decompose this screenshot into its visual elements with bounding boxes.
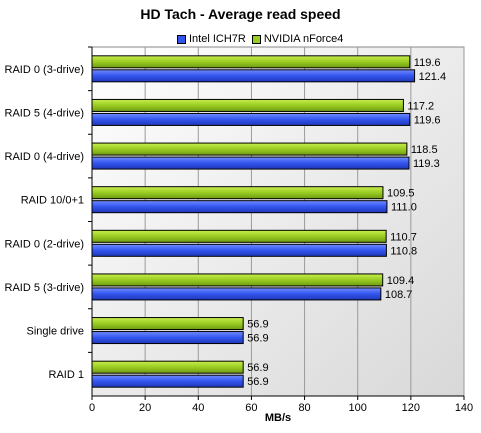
- bar-nvidia-nforce4-raid-0-2-drive: [91, 229, 387, 243]
- data-label-nvidia-nforce4-raid-10-0-1: 109.5: [387, 188, 415, 200]
- x-tick-label: 140: [455, 402, 473, 414]
- data-label-intel-ich7r-raid-0-3-drive: 121.4: [419, 71, 447, 83]
- bar-nvidia-nforce4-single-drive: [91, 317, 244, 331]
- bar-nvidia-nforce4-raid-10-0-1: [91, 186, 384, 200]
- category-label-single-drive: Single drive: [27, 326, 84, 338]
- x-tick-label: 20: [139, 402, 151, 414]
- category-label-raid-10-0-1: RAID 10/0+1: [21, 195, 84, 207]
- chart-title: HD Tach - Average read speed: [140, 6, 341, 22]
- x-axis-label: MB/s: [265, 412, 291, 424]
- data-label-intel-ich7r-single-drive: 56.9: [247, 333, 268, 345]
- bar-intel-ich7r-raid-0-4-drive: [91, 156, 410, 170]
- category-label-raid-0-2-drive: RAID 0 (2-drive): [5, 238, 84, 250]
- data-label-intel-ich7r-raid-0-4-drive: 119.3: [413, 158, 440, 170]
- data-label-nvidia-nforce4-single-drive: 56.9: [247, 319, 268, 331]
- bar-intel-ich7r-raid-1: [91, 374, 244, 388]
- bar-nvidia-nforce4-raid-0-4-drive: [91, 142, 408, 156]
- bar-intel-ich7r-raid-0-3-drive: [91, 69, 416, 83]
- x-tick-label: 0: [89, 402, 95, 414]
- bar-intel-ich7r-raid-5-3-drive: [91, 287, 382, 301]
- bar-intel-ich7r-raid-10-0-1: [91, 200, 388, 214]
- bar-intel-ich7r-raid-0-2-drive: [91, 243, 387, 257]
- data-label-intel-ich7r-raid-5-4-drive: 119.6: [414, 114, 441, 126]
- data-label-nvidia-nforce4-raid-5-3-drive: 109.4: [387, 275, 415, 287]
- category-label-raid-5-4-drive: RAID 5 (4-drive): [5, 107, 84, 119]
- category-label-raid-0-4-drive: RAID 0 (4-drive): [5, 151, 84, 163]
- bar-nvidia-nforce4-raid-0-3-drive: [91, 55, 411, 69]
- category-label-raid-0-3-drive: RAID 0 (3-drive): [5, 64, 84, 76]
- category-label-raid-1: RAID 1: [49, 369, 84, 381]
- legend-item-nvidia: NVIDIA nForce4: [251, 33, 344, 45]
- data-label-intel-ich7r-raid-5-3-drive: 108.7: [385, 289, 413, 301]
- data-label-nvidia-nforce4-raid-0-3-drive: 119.6: [414, 57, 441, 69]
- legend-label-nvidia: NVIDIA nForce4: [263, 33, 344, 45]
- data-label-intel-ich7r-raid-0-2-drive: 110.8: [390, 245, 417, 257]
- data-label-nvidia-nforce4-raid-5-4-drive: 117.2: [407, 100, 434, 112]
- data-label-intel-ich7r-raid-1: 56.9: [247, 376, 268, 388]
- legend-swatch-nvidia: [251, 34, 261, 44]
- legend-swatch-intel: [177, 34, 186, 44]
- data-label-nvidia-nforce4-raid-1: 56.9: [247, 362, 268, 374]
- x-tick-label: 100: [349, 402, 367, 414]
- chart-legend: Intel ICH7R NVIDIA nForce4: [177, 33, 349, 45]
- bar-nvidia-nforce4-raid-1: [91, 360, 244, 374]
- data-label-nvidia-nforce4-raid-0-2-drive: 110.7: [390, 231, 417, 243]
- x-tick-label: 40: [192, 402, 204, 414]
- legend-label-intel: Intel ICH7R: [189, 33, 246, 45]
- bar-intel-ich7r-raid-5-4-drive: [91, 112, 411, 126]
- data-label-nvidia-nforce4-raid-0-4-drive: 118.5: [411, 144, 438, 156]
- bar-nvidia-nforce4-raid-5-4-drive: [91, 98, 404, 112]
- x-tick-label: 80: [298, 402, 310, 414]
- data-label-intel-ich7r-raid-10-0-1: 111.0: [391, 202, 417, 214]
- bar-nvidia-nforce4-raid-5-3-drive: [91, 273, 384, 287]
- category-label-raid-5-3-drive: RAID 5 (3-drive): [5, 282, 84, 294]
- x-tick-label: 60: [245, 402, 257, 414]
- x-tick-label: 120: [402, 402, 420, 414]
- bar-intel-ich7r-single-drive: [91, 331, 244, 345]
- legend-item-intel: Intel ICH7R: [177, 33, 246, 45]
